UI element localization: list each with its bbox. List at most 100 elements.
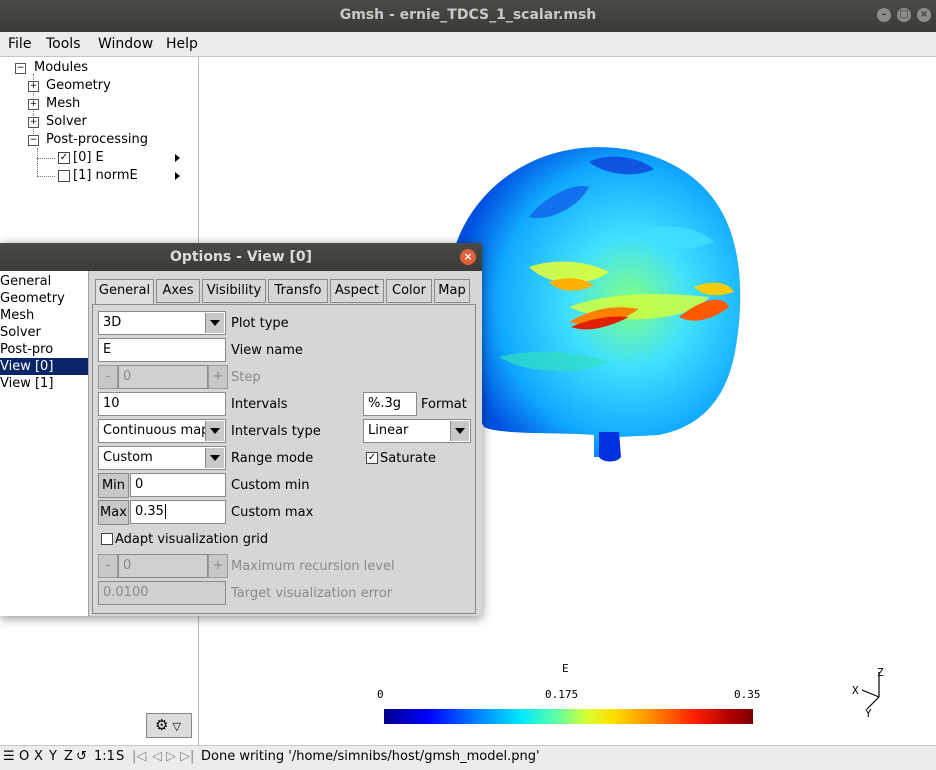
tree-view0[interactable]: [0] E: [73, 150, 104, 165]
play-icon[interactable]: ▷: [166, 749, 176, 764]
adapt-grid-checkbox[interactable]: [101, 533, 113, 545]
view0-checkbox[interactable]: ✓: [58, 152, 70, 164]
format-label: Format: [421, 397, 467, 412]
gear-icon: ⚙: [155, 716, 169, 734]
view-name-input[interactable]: E: [98, 338, 226, 362]
collapse-icon[interactable]: −: [15, 63, 26, 74]
dropdown-arrow-icon: [205, 448, 224, 468]
range-mode-select[interactable]: Custom: [98, 446, 226, 470]
tree-solver[interactable]: Solver: [46, 114, 87, 129]
options-titlebar: Options - View [0] ×: [0, 243, 482, 271]
prev-step-icon[interactable]: ◁: [152, 749, 162, 764]
view-x-button[interactable]: X: [34, 749, 43, 764]
intervals-type-label: Intervals type: [231, 424, 321, 439]
category-item[interactable]: Geometry: [0, 291, 65, 306]
format-input[interactable]: %.3g: [363, 392, 417, 416]
custom-min-input[interactable]: 0: [130, 473, 226, 497]
min-button[interactable]: Min: [98, 473, 129, 498]
tab-color[interactable]: Color: [386, 279, 432, 303]
tab-aspect[interactable]: Aspect: [330, 279, 384, 303]
expand-icon[interactable]: +: [28, 99, 39, 110]
maximize-button[interactable]: □: [897, 8, 911, 22]
category-item[interactable]: View [0]: [0, 358, 88, 375]
view0-menu-arrow-icon[interactable]: [175, 154, 180, 162]
view-z-button[interactable]: Z: [64, 749, 73, 764]
view-y-button[interactable]: Y: [49, 749, 57, 764]
range-mode-label: Range mode: [231, 451, 314, 466]
category-item[interactable]: Solver: [0, 325, 41, 340]
options-category-list: General Geometry Mesh Solver Post-pro View [0…: [0, 271, 89, 616]
menu-window[interactable]: Window: [98, 36, 154, 52]
window-titlebar: Gmsh - ernie_TDCS_1_scalar.msh – □ ×: [0, 0, 936, 32]
target-error-input[interactable]: 0.0100: [98, 581, 226, 605]
menu-help[interactable]: Help: [166, 36, 198, 52]
tab-axes[interactable]: Axes: [156, 279, 200, 303]
recursion-increment-button[interactable]: +: [208, 554, 228, 578]
menu-file[interactable]: File: [8, 36, 32, 52]
close-button[interactable]: ×: [917, 8, 931, 22]
recursion-input[interactable]: 0: [118, 554, 208, 578]
view1-checkbox[interactable]: [58, 170, 70, 182]
tab-transfo[interactable]: Transfo: [268, 279, 328, 303]
tree-mesh[interactable]: Mesh: [46, 96, 81, 111]
range-mode-value: Custom: [103, 450, 153, 465]
head-model: [448, 147, 741, 462]
first-step-icon[interactable]: |◁: [132, 749, 147, 764]
view1-menu-arrow-icon[interactable]: [175, 172, 180, 180]
interpolation-select[interactable]: Linear: [363, 419, 471, 443]
saturate-checkbox[interactable]: ✓: [366, 452, 378, 464]
graphics-canvas[interactable]: Z X Y: [199, 57, 936, 745]
step-decrement-button[interactable]: -: [98, 365, 118, 389]
custom-max-value: 0.35: [135, 504, 164, 519]
options-close-button[interactable]: ×: [460, 249, 476, 265]
colorbar-title: E: [562, 662, 569, 675]
intervals-input[interactable]: 10: [98, 392, 226, 416]
menu-icon[interactable]: ☰: [3, 749, 15, 764]
category-item[interactable]: View [1]: [0, 376, 54, 391]
collapse-icon[interactable]: −: [28, 135, 39, 146]
step-label: Step: [231, 370, 261, 385]
tab-map[interactable]: Map: [434, 279, 470, 303]
view-name-label: View name: [231, 343, 303, 358]
gear-menu-button[interactable]: ⚙ ▽: [146, 713, 192, 738]
axis-y-label: Y: [865, 707, 872, 720]
category-item[interactable]: Mesh: [0, 308, 35, 323]
expand-icon[interactable]: +: [28, 81, 39, 92]
axis-z-label: Z: [877, 666, 884, 679]
menu-tools[interactable]: Tools: [46, 36, 81, 52]
last-step-icon[interactable]: ▷|: [180, 749, 195, 764]
saturate-label: Saturate: [380, 451, 436, 466]
options-dialog: Options - View [0] × General Geometry Mesh…: [0, 243, 482, 616]
colorbar-max-label: 0.35: [734, 688, 761, 701]
expand-icon[interactable]: +: [28, 117, 39, 128]
adapt-grid-label: Adapt visualization grid: [115, 532, 269, 547]
axis-x-label: X: [852, 684, 859, 697]
intervals-type-select[interactable]: Continuous map: [98, 419, 226, 443]
minimize-button[interactable]: –: [877, 8, 891, 22]
category-item[interactable]: Post-pro: [0, 342, 54, 357]
tab-general[interactable]: General: [95, 279, 154, 305]
window-title: Gmsh - ernie_TDCS_1_scalar.msh: [339, 7, 597, 23]
category-item[interactable]: General: [0, 274, 52, 289]
tree-view1[interactable]: [1] normE: [73, 168, 138, 183]
recursion-decrement-button[interactable]: -: [98, 554, 118, 578]
tree-postprocessing[interactable]: Post-processing: [46, 132, 148, 147]
colorbar-min-label: 0: [377, 688, 384, 701]
custom-max-input[interactable]: 0.35: [130, 500, 226, 524]
max-button[interactable]: Max: [98, 500, 129, 525]
reset-view-icon[interactable]: O: [19, 749, 30, 764]
axes-widget: [861, 672, 880, 710]
tree-geometry[interactable]: Geometry: [46, 78, 111, 93]
tree-modules[interactable]: Modules: [34, 60, 89, 75]
step-increment-button[interactable]: +: [208, 365, 228, 389]
options-title: Options - View [0]: [169, 249, 313, 265]
tab-visibility[interactable]: Visibility: [202, 279, 266, 303]
selection-button[interactable]: S: [116, 749, 125, 764]
custom-max-label: Custom max: [231, 505, 314, 520]
step-input[interactable]: 0: [118, 365, 208, 389]
custom-min-label: Custom min: [231, 478, 310, 493]
rotate-icon[interactable]: ↺: [76, 749, 87, 764]
plot-type-select[interactable]: 3D: [98, 311, 226, 335]
target-error-label: Target visualization error: [231, 586, 393, 601]
scale-button[interactable]: 1:1: [94, 749, 115, 764]
